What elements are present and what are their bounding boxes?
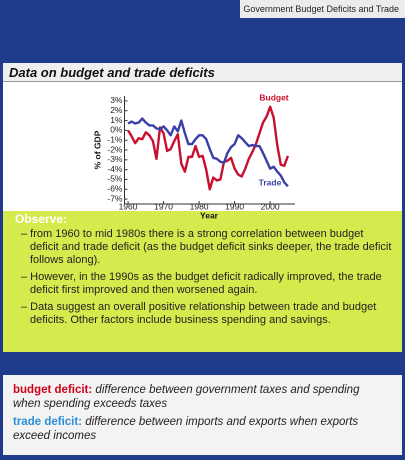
definition: budget deficit: difference between gover… bbox=[13, 383, 383, 411]
term: trade deficit: bbox=[13, 416, 83, 428]
x-tick-label: 2000 bbox=[261, 201, 280, 211]
y-tick-label: 3% bbox=[110, 95, 123, 105]
x-tick-label: 1980 bbox=[190, 201, 209, 211]
y-tick-label: 0% bbox=[110, 125, 123, 135]
series-label: Budget bbox=[259, 92, 288, 102]
y-axis-label: % of GDP bbox=[92, 130, 102, 169]
y-tick-label: -1% bbox=[107, 134, 123, 144]
y-tick-label: -7% bbox=[107, 193, 123, 203]
line-series bbox=[127, 105, 290, 191]
y-tick-label: -2% bbox=[107, 144, 123, 154]
bullet: – Data suggest an overall positive relat… bbox=[21, 301, 377, 326]
x-axis-label: Year bbox=[200, 210, 219, 220]
line-series bbox=[127, 117, 289, 188]
bullet: – However, in the 1990s as the budget de… bbox=[21, 271, 382, 296]
y-tick-label: -5% bbox=[107, 174, 123, 184]
x-tick-label: 1990 bbox=[225, 201, 244, 211]
y-tick-label: 2% bbox=[110, 105, 123, 115]
term: budget deficit: bbox=[13, 384, 93, 396]
definition-text: difference between government taxes and … bbox=[13, 384, 360, 410]
y-tick-label: -4% bbox=[107, 164, 123, 174]
observe-box: Observe: – from 1960 to mid 1980s there … bbox=[3, 211, 402, 352]
x-tick-label: 1960 bbox=[119, 201, 138, 211]
definitions: budget deficit: difference between gover… bbox=[3, 375, 402, 455]
x-tick-label: 1970 bbox=[154, 201, 173, 211]
bullet-list: – from 1960 to mid 1980s there is a stro… bbox=[21, 228, 393, 331]
header: Government Budget Deficits and Trade bbox=[240, 0, 405, 18]
observe-heading: Observe: bbox=[15, 212, 68, 226]
definition-text: difference between imports and exports w… bbox=[13, 416, 359, 442]
y-tick-label: -3% bbox=[107, 154, 123, 164]
y-tick-label: -6% bbox=[107, 184, 123, 194]
bullet: – from 1960 to mid 1980s there is a stro… bbox=[21, 228, 392, 266]
panel-title: Data on budget and trade deficits bbox=[3, 63, 402, 82]
series-label: Trade bbox=[259, 177, 282, 187]
definition: trade deficit: difference between import… bbox=[13, 415, 383, 443]
y-tick-label: 1% bbox=[110, 115, 123, 125]
